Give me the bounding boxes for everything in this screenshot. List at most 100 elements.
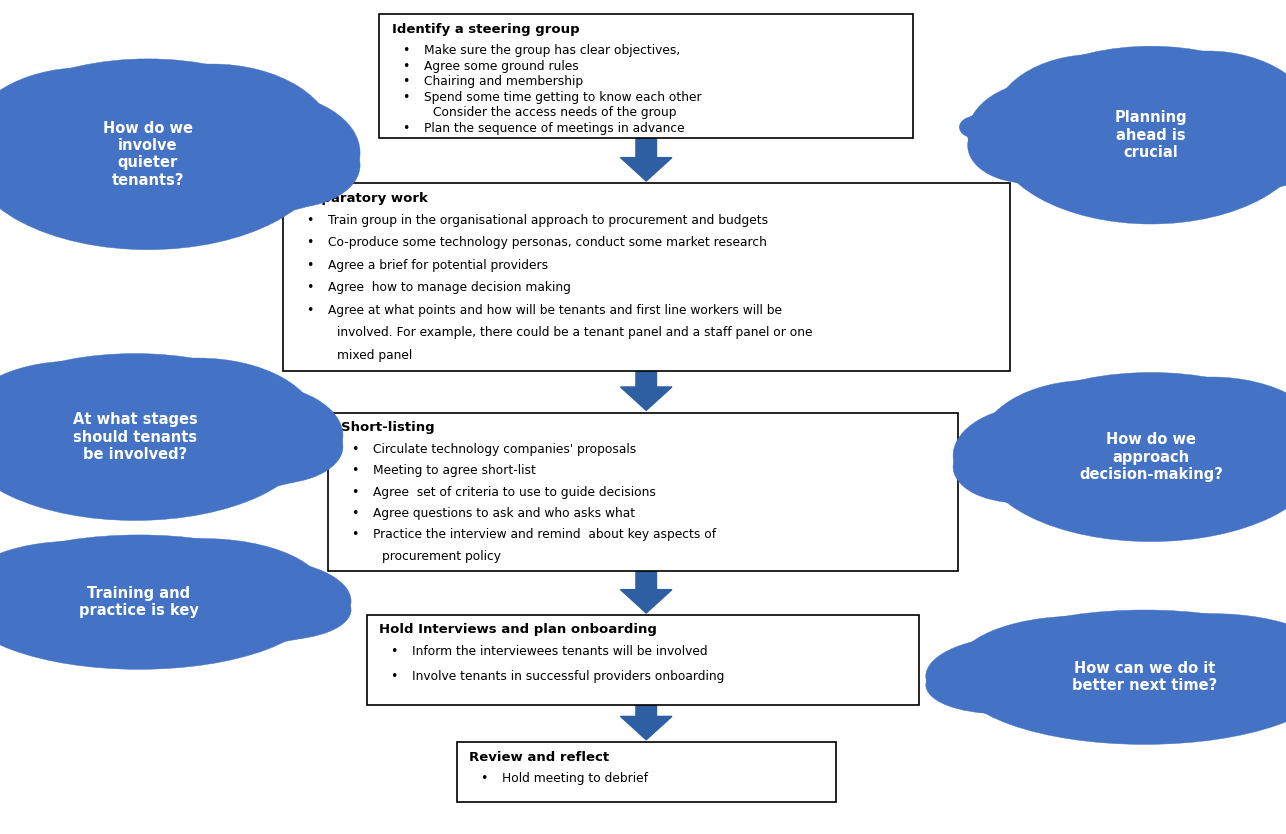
Circle shape [930, 680, 954, 696]
FancyBboxPatch shape [379, 14, 913, 138]
Text: involved. For example, there could be a tenant panel and a staff panel or one: involved. For example, there could be a … [337, 326, 813, 339]
Ellipse shape [0, 399, 207, 504]
Text: Circulate technology companies' proposals: Circulate technology companies' proposal… [373, 443, 637, 456]
Circle shape [253, 570, 305, 603]
Text: Plan the sequence of meetings in advance: Plan the sequence of meetings in advance [424, 122, 685, 135]
Ellipse shape [1169, 402, 1286, 509]
Ellipse shape [1030, 94, 1215, 206]
Text: How do we
approach
decision-making?: How do we approach decision-making? [1079, 432, 1223, 482]
Ellipse shape [81, 539, 325, 647]
Ellipse shape [1084, 614, 1286, 722]
Text: Involve tenants in successful providers onboarding: Involve tenants in successful providers … [412, 670, 724, 683]
Ellipse shape [219, 123, 360, 208]
Ellipse shape [1165, 634, 1286, 719]
Circle shape [252, 126, 325, 173]
Ellipse shape [993, 46, 1286, 224]
Text: Practice the interview and remind  about key aspects of: Practice the interview and remind about … [373, 529, 716, 541]
FancyArrow shape [620, 138, 671, 181]
Text: •: • [403, 75, 410, 88]
Text: Hold meeting to debrief: Hold meeting to debrief [502, 772, 648, 786]
Ellipse shape [71, 108, 289, 233]
Ellipse shape [955, 616, 1199, 720]
Circle shape [270, 394, 316, 425]
Text: •: • [351, 443, 359, 456]
Text: mixed panel: mixed panel [337, 349, 413, 362]
Text: At what stages
should tenants
be involved?: At what stages should tenants be involve… [72, 412, 198, 462]
Ellipse shape [1142, 98, 1286, 197]
Circle shape [952, 669, 1004, 702]
Text: •: • [351, 529, 359, 541]
Text: Consider the access needs of the group: Consider the access needs of the group [433, 107, 676, 119]
Text: Agree at what points and how will be tenants and first line workers will be: Agree at what points and how will be ten… [328, 304, 782, 317]
Text: Training and
practice is key: Training and practice is key [78, 586, 199, 618]
Ellipse shape [0, 560, 116, 641]
FancyBboxPatch shape [283, 183, 1010, 371]
Ellipse shape [0, 575, 147, 648]
Text: Chairing and membership: Chairing and membership [424, 75, 584, 88]
Ellipse shape [970, 651, 1152, 723]
Text: •: • [480, 772, 487, 786]
Text: •: • [306, 236, 314, 249]
Text: How can we do it
better next time?: How can we do it better next time? [1073, 661, 1217, 693]
Ellipse shape [0, 581, 64, 638]
Ellipse shape [1213, 106, 1286, 185]
Circle shape [291, 398, 322, 418]
Circle shape [280, 132, 333, 166]
Ellipse shape [0, 404, 143, 494]
Circle shape [959, 117, 993, 138]
Circle shape [974, 107, 1042, 151]
Ellipse shape [78, 358, 318, 493]
Ellipse shape [1004, 99, 1157, 195]
FancyBboxPatch shape [457, 742, 836, 802]
Circle shape [301, 138, 337, 160]
Circle shape [964, 112, 1013, 143]
Ellipse shape [993, 423, 1159, 515]
FancyArrow shape [620, 371, 671, 410]
Text: Train group in the organisational approach to procurement and budgets: Train group in the organisational approa… [328, 214, 768, 227]
Ellipse shape [154, 383, 343, 489]
Text: Inform the interviewees tenants will be involved: Inform the interviewees tenants will be … [412, 645, 707, 658]
Ellipse shape [1, 571, 212, 656]
Circle shape [961, 435, 1008, 465]
Ellipse shape [0, 541, 190, 645]
Text: Short-listing: Short-listing [341, 421, 435, 435]
Text: Agree some ground rules: Agree some ground rules [424, 60, 579, 73]
Ellipse shape [1168, 78, 1286, 190]
Ellipse shape [0, 361, 185, 490]
Text: Identify a steering group: Identify a steering group [392, 23, 580, 36]
Ellipse shape [1064, 645, 1286, 732]
Ellipse shape [1218, 429, 1286, 505]
Circle shape [955, 439, 988, 460]
FancyBboxPatch shape [328, 413, 958, 571]
Text: •: • [351, 465, 359, 477]
Text: •: • [351, 507, 359, 520]
Text: •: • [306, 214, 314, 227]
Text: Spend some time getting to know each other: Spend some time getting to know each oth… [424, 91, 702, 104]
Ellipse shape [0, 68, 199, 214]
Ellipse shape [1001, 646, 1222, 731]
FancyBboxPatch shape [367, 615, 919, 705]
Text: Make sure the group has clear objectives,: Make sure the group has clear objectives… [424, 44, 680, 58]
Ellipse shape [167, 93, 360, 213]
Ellipse shape [125, 402, 301, 495]
Ellipse shape [926, 636, 1120, 716]
Ellipse shape [993, 54, 1196, 191]
Text: procurement policy: procurement policy [382, 550, 502, 563]
Ellipse shape [1100, 51, 1286, 194]
Ellipse shape [0, 116, 156, 219]
Text: Review and reflect: Review and reflect [469, 751, 610, 764]
Circle shape [937, 675, 975, 699]
Ellipse shape [90, 64, 334, 219]
Text: •: • [306, 304, 314, 317]
Text: •: • [403, 44, 410, 58]
Ellipse shape [62, 570, 280, 657]
Text: How do we
involve
quieter
tenants?: How do we involve quieter tenants? [103, 121, 193, 188]
Ellipse shape [1141, 422, 1286, 515]
Ellipse shape [926, 656, 1066, 713]
Text: Agree a brief for potential providers: Agree a brief for potential providers [328, 259, 548, 272]
Text: Agree  how to manage decision making: Agree how to manage decision making [328, 281, 571, 294]
Ellipse shape [158, 559, 351, 644]
Ellipse shape [953, 431, 1080, 503]
Ellipse shape [0, 96, 125, 210]
Ellipse shape [980, 373, 1286, 541]
